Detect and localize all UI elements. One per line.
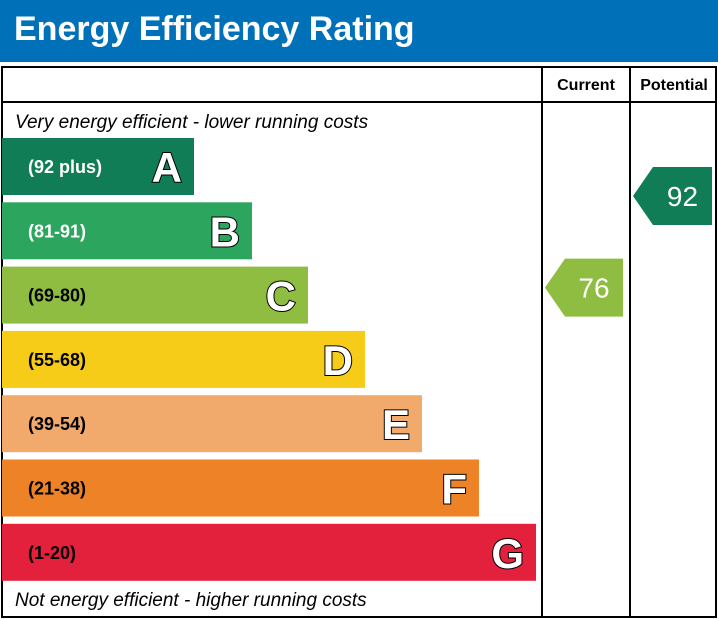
column-header-potential: Potential xyxy=(640,77,708,94)
current-rating-value: 76 xyxy=(578,273,609,304)
band-letter-B: B xyxy=(210,208,240,255)
band-letter-G: G xyxy=(491,530,524,577)
bottom-note: Not energy efficient - higher running co… xyxy=(15,590,367,611)
band-bar-A xyxy=(2,138,194,195)
band-bar-F xyxy=(2,459,479,517)
band-letter-E: E xyxy=(382,401,410,448)
band-range-B: (81-91) xyxy=(28,221,86,241)
potential-rating-arrow xyxy=(633,167,712,225)
band-range-E: (39-54) xyxy=(28,414,86,434)
band-letter-C: C xyxy=(266,273,296,320)
column-header-current: Current xyxy=(557,77,615,94)
band-bar-D xyxy=(2,330,365,388)
band-letter-D: D xyxy=(323,337,353,384)
band-letter-A: A xyxy=(152,144,182,191)
band-range-C: (69-80) xyxy=(28,286,86,306)
band-bar-E xyxy=(2,395,422,453)
current-rating-arrow xyxy=(545,258,623,317)
band-bar-C xyxy=(2,266,308,324)
chart-title: Energy Efficiency Rating xyxy=(14,10,415,48)
band-letter-F: F xyxy=(441,466,467,513)
band-range-F: (21-38) xyxy=(28,479,86,499)
band-range-D: (55-68) xyxy=(28,350,86,370)
band-bar-G xyxy=(2,523,536,581)
band-range-G: (1-20) xyxy=(28,543,76,563)
top-note: Very energy efficient - lower running co… xyxy=(15,112,369,133)
band-range-A: (92 plus) xyxy=(28,157,102,177)
potential-rating-value: 92 xyxy=(667,181,698,212)
header-bar: Energy Efficiency Rating xyxy=(0,0,718,62)
band-bar-B xyxy=(2,202,252,260)
